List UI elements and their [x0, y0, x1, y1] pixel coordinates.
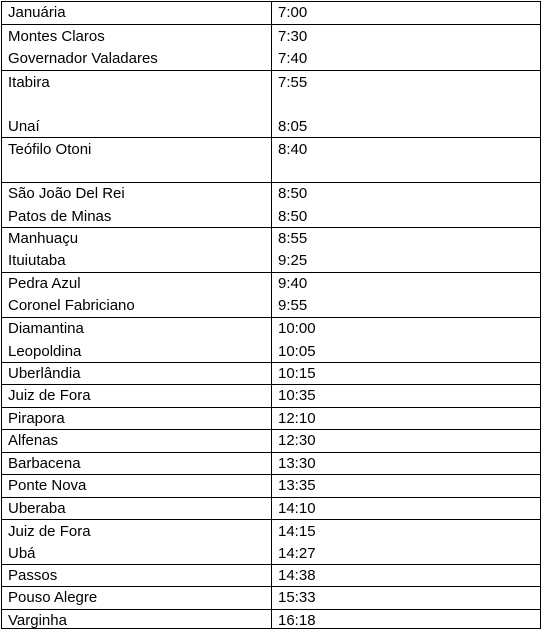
time-cell: 10:00 — [278, 320, 316, 337]
table-row: Alfenas 12:30 — [2, 430, 540, 452]
city-cell: Barbacena — [8, 455, 81, 472]
time-cell: 7:55 — [278, 74, 308, 91]
city-cell: Ituiutaba — [8, 252, 66, 269]
table-row-group: Manhuaçu 8:55 Ituiutaba 9:25 — [2, 228, 540, 273]
time-cell: 10:35 — [278, 387, 316, 404]
city-cell: Montes Claros — [8, 28, 105, 45]
table-row: Ponte Nova 13:35 — [2, 475, 540, 497]
time-cell: 15:33 — [278, 589, 316, 606]
city-cell: Manhuaçu — [8, 230, 79, 247]
table-row: São João Del Rei 8:50 — [2, 183, 540, 205]
time-cell: 13:35 — [278, 477, 316, 494]
time-cell: 12:10 — [278, 410, 316, 427]
table-row: Manhuaçu 8:55 — [2, 228, 540, 250]
table-row-group: Alfenas 12:30 — [2, 430, 540, 453]
city-cell: Juiz de Fora — [8, 387, 91, 404]
table-row-group: Juiz de Fora 10:35 — [2, 385, 540, 408]
table-row-group: Diamantina 10:00 Leopoldina 10:05 — [2, 318, 540, 363]
city-cell: Teófilo Otoni — [8, 141, 92, 158]
time-cell: 9:55 — [278, 297, 308, 314]
city-cell: Alfenas — [8, 432, 59, 449]
city-cell: Governador Valadares — [8, 50, 158, 67]
city-cell: Ponte Nova — [8, 477, 87, 494]
table-row: Patos de Minas 8:50 — [2, 206, 540, 228]
table-row-group: Itabira 7:55 Unaí 8:05 — [2, 71, 540, 138]
table-row: Juiz de Fora 10:35 — [2, 385, 540, 407]
table-row: Passos 14:38 — [2, 565, 540, 587]
table-row: Itabira 7:55 — [2, 72, 540, 94]
table-row: Governador Valadares 7:40 — [2, 48, 540, 70]
time-cell: 8:50 — [278, 208, 308, 225]
table-row-group: Pedra Azul 9:40 Coronel Fabriciano 9:55 — [2, 273, 540, 318]
city-cell: Varginha — [8, 612, 67, 629]
table-row-group: Januária 7:00 — [2, 2, 540, 25]
city-cell: Juiz de Fora — [8, 523, 91, 540]
time-cell: 13:30 — [278, 455, 316, 472]
table-row: Coronel Fabriciano 9:55 — [2, 295, 540, 317]
table-row: Varginha 16:18 — [2, 610, 540, 632]
city-cell: Januária — [8, 4, 66, 21]
city-cell: Ubá — [8, 545, 36, 562]
table-row: Pirapora 12:10 — [2, 408, 540, 430]
table-row: Unaí 8:05 — [2, 116, 540, 138]
column-divider — [271, 2, 272, 628]
table-row: Pedra Azul 9:40 — [2, 273, 540, 295]
city-cell: Diamantina — [8, 320, 84, 337]
time-cell: 10:05 — [278, 343, 316, 360]
time-cell: 7:00 — [278, 4, 308, 21]
table-row-group: Ponte Nova 13:35 — [2, 475, 540, 498]
table-row: Barbacena 13:30 — [2, 453, 540, 475]
table-row-group: Montes Claros 7:30 Governador Valadares … — [2, 25, 540, 71]
city-cell: Leopoldina — [8, 343, 82, 360]
table-row: Ubá 14:27 — [2, 543, 540, 565]
time-cell: 8:40 — [278, 141, 308, 158]
table-row-group: Uberaba 14:10 — [2, 498, 540, 520]
city-cell: Uberaba — [8, 500, 66, 517]
table-row: Teófilo Otoni 8:40 — [2, 139, 540, 161]
time-cell: 10:15 — [278, 365, 316, 382]
table-row-group: São João Del Rei 8:50 Patos de Minas 8:5… — [2, 183, 540, 228]
time-cell: 7:30 — [278, 28, 308, 45]
table-row: Leopoldina 10:05 — [2, 341, 540, 363]
table-row: Januária 7:00 — [2, 2, 540, 24]
time-cell: 8:55 — [278, 230, 308, 247]
table-row-group: Passos 14:38 — [2, 565, 540, 587]
city-cell: Pirapora — [8, 410, 65, 427]
table-row-group: Barbacena 13:30 — [2, 453, 540, 475]
table-row-group: Pouso Alegre 15:33 — [2, 587, 540, 610]
time-cell: 12:30 — [278, 432, 316, 449]
time-cell: 9:40 — [278, 275, 308, 292]
table-row-group: Uberlândia 10:15 — [2, 363, 540, 385]
table-row: Pouso Alegre 15:33 — [2, 587, 540, 609]
table-row: Diamantina 10:00 — [2, 318, 540, 340]
city-cell: São João Del Rei — [8, 185, 125, 202]
table-row-group: Varginha 16:18 — [2, 610, 540, 629]
table-row: Ituiutaba 9:25 — [2, 250, 540, 272]
table-row-group: Juiz de Fora 14:15 Ubá 14:27 — [2, 520, 540, 565]
time-cell: 14:10 — [278, 500, 316, 517]
table-row: Uberaba 14:10 — [2, 498, 540, 520]
time-cell: 14:15 — [278, 523, 316, 540]
city-cell: Coronel Fabriciano — [8, 297, 135, 314]
table-row: Montes Claros 7:30 — [2, 26, 540, 48]
table-row-group: Teófilo Otoni 8:40 — [2, 138, 540, 183]
time-cell: 8:50 — [278, 185, 308, 202]
table-row: Juiz de Fora 14:15 — [2, 521, 540, 543]
table-row: Uberlândia 10:15 — [2, 363, 540, 385]
city-cell: Pedra Azul — [8, 275, 81, 292]
city-cell: Patos de Minas — [8, 208, 112, 225]
city-cell: Passos — [8, 567, 58, 584]
table-row-group: Pirapora 12:10 — [2, 408, 540, 430]
city-cell: Pouso Alegre — [8, 589, 98, 606]
time-cell: 8:05 — [278, 118, 308, 135]
city-cell: Itabira — [8, 74, 50, 91]
city-cell: Unaí — [8, 118, 40, 135]
city-cell: Uberlândia — [8, 365, 81, 382]
time-cell: 7:40 — [278, 50, 308, 67]
time-cell: 14:38 — [278, 567, 316, 584]
time-cell: 16:18 — [278, 612, 316, 629]
time-cell: 14:27 — [278, 545, 316, 562]
time-cell: 9:25 — [278, 252, 308, 269]
